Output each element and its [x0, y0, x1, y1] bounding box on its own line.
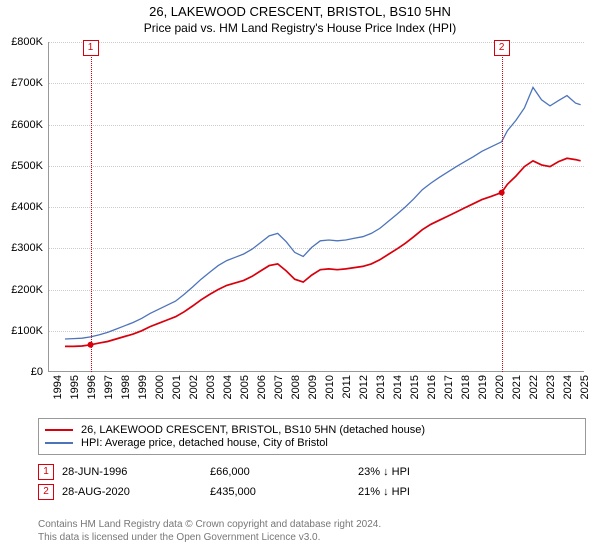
event-pct-1: 23% ↓ HPI	[358, 466, 498, 478]
event-row-1: 1 28-JUN-1996 £66,000 23% ↓ HPI	[38, 464, 586, 480]
event-table: 1 28-JUN-1996 £66,000 23% ↓ HPI 2 28-AUG…	[38, 460, 586, 504]
event-price-2: £435,000	[210, 486, 350, 498]
x-tick-label: 2006	[256, 375, 268, 399]
series-line	[65, 87, 581, 339]
x-tick-label: 2008	[290, 375, 302, 399]
event-row-2: 2 28-AUG-2020 £435,000 21% ↓ HPI	[38, 484, 586, 500]
y-tick-label: £200K	[11, 284, 43, 296]
x-tick-label: 2015	[409, 375, 421, 399]
legend-label-1: 26, LAKEWOOD CRESCENT, BRISTOL, BS10 5HN…	[81, 424, 425, 436]
x-tick-label: 1997	[103, 375, 115, 399]
event-marker-chart: 2	[494, 40, 510, 56]
y-tick-label: £0	[31, 366, 43, 378]
x-tick-label: 1994	[52, 375, 64, 399]
x-tick-label: 1996	[86, 375, 98, 399]
x-tick-label: 2017	[443, 375, 455, 399]
x-tick-label: 2007	[273, 375, 285, 399]
y-tick-label: £600K	[11, 119, 43, 131]
x-tick-label: 2022	[528, 375, 540, 399]
event-date-2: 28-AUG-2020	[62, 486, 202, 498]
legend-swatch-2	[45, 442, 73, 443]
x-tick-label: 2010	[324, 375, 336, 399]
line-series-svg	[48, 42, 584, 372]
y-tick-label: £100K	[11, 325, 43, 337]
event-marker-2: 2	[38, 484, 54, 500]
x-tick-label: 2021	[511, 375, 523, 399]
x-tick-label: 2005	[239, 375, 251, 399]
x-tick-label: 1998	[120, 375, 132, 399]
y-tick-label: £700K	[11, 77, 43, 89]
x-tick-label: 2001	[171, 375, 183, 399]
x-tick-label: 2013	[375, 375, 387, 399]
y-tick-label: £300K	[11, 242, 43, 254]
x-tick-label: 2020	[494, 375, 506, 399]
x-tick-label: 2014	[392, 375, 404, 399]
x-tick-label: 1995	[69, 375, 81, 399]
x-tick-label: 2018	[460, 375, 472, 399]
x-tick-label: 2025	[579, 375, 591, 399]
chart-area: £0£100K£200K£300K£400K£500K£600K£700K£80…	[34, 42, 589, 412]
x-tick-label: 1999	[137, 375, 149, 399]
x-tick-label: 2024	[562, 375, 574, 399]
x-tick-label: 2000	[154, 375, 166, 399]
x-tick-label: 2002	[188, 375, 200, 399]
x-tick-label: 2011	[341, 375, 353, 399]
event-pct-2: 21% ↓ HPI	[358, 486, 498, 498]
event-marker-1: 1	[38, 464, 54, 480]
x-tick-label: 2012	[358, 375, 370, 399]
event-vline	[91, 42, 92, 372]
legend-row-series2: HPI: Average price, detached house, City…	[45, 437, 579, 449]
footnote-line1: Contains HM Land Registry data © Crown c…	[38, 518, 586, 531]
event-vline	[502, 42, 503, 372]
title-block: 26, LAKEWOOD CRESCENT, BRISTOL, BS10 5HN…	[0, 0, 600, 35]
footnote-line2: This data is licensed under the Open Gov…	[38, 531, 586, 544]
subtitle: Price paid vs. HM Land Registry's House …	[0, 21, 600, 35]
legend-label-2: HPI: Average price, detached house, City…	[81, 437, 328, 449]
event-date-1: 28-JUN-1996	[62, 466, 202, 478]
x-tick-label: 2009	[307, 375, 319, 399]
y-tick-label: £400K	[11, 201, 43, 213]
y-tick-label: £500K	[11, 160, 43, 172]
legend-swatch-1	[45, 429, 73, 431]
footnote: Contains HM Land Registry data © Crown c…	[38, 518, 586, 544]
x-tick-label: 2016	[426, 375, 438, 399]
x-tick-label: 2019	[477, 375, 489, 399]
y-tick-label: £800K	[11, 36, 43, 48]
event-price-1: £66,000	[210, 466, 350, 478]
x-tick-label: 2003	[205, 375, 217, 399]
x-tick-label: 2004	[222, 375, 234, 399]
main-title: 26, LAKEWOOD CRESCENT, BRISTOL, BS10 5HN	[0, 4, 600, 19]
legend-row-series1: 26, LAKEWOOD CRESCENT, BRISTOL, BS10 5HN…	[45, 424, 579, 436]
event-marker-chart: 1	[83, 40, 99, 56]
x-tick-label: 2023	[545, 375, 557, 399]
legend-box: 26, LAKEWOOD CRESCENT, BRISTOL, BS10 5HN…	[38, 418, 586, 455]
chart-container: 26, LAKEWOOD CRESCENT, BRISTOL, BS10 5HN…	[0, 0, 600, 560]
